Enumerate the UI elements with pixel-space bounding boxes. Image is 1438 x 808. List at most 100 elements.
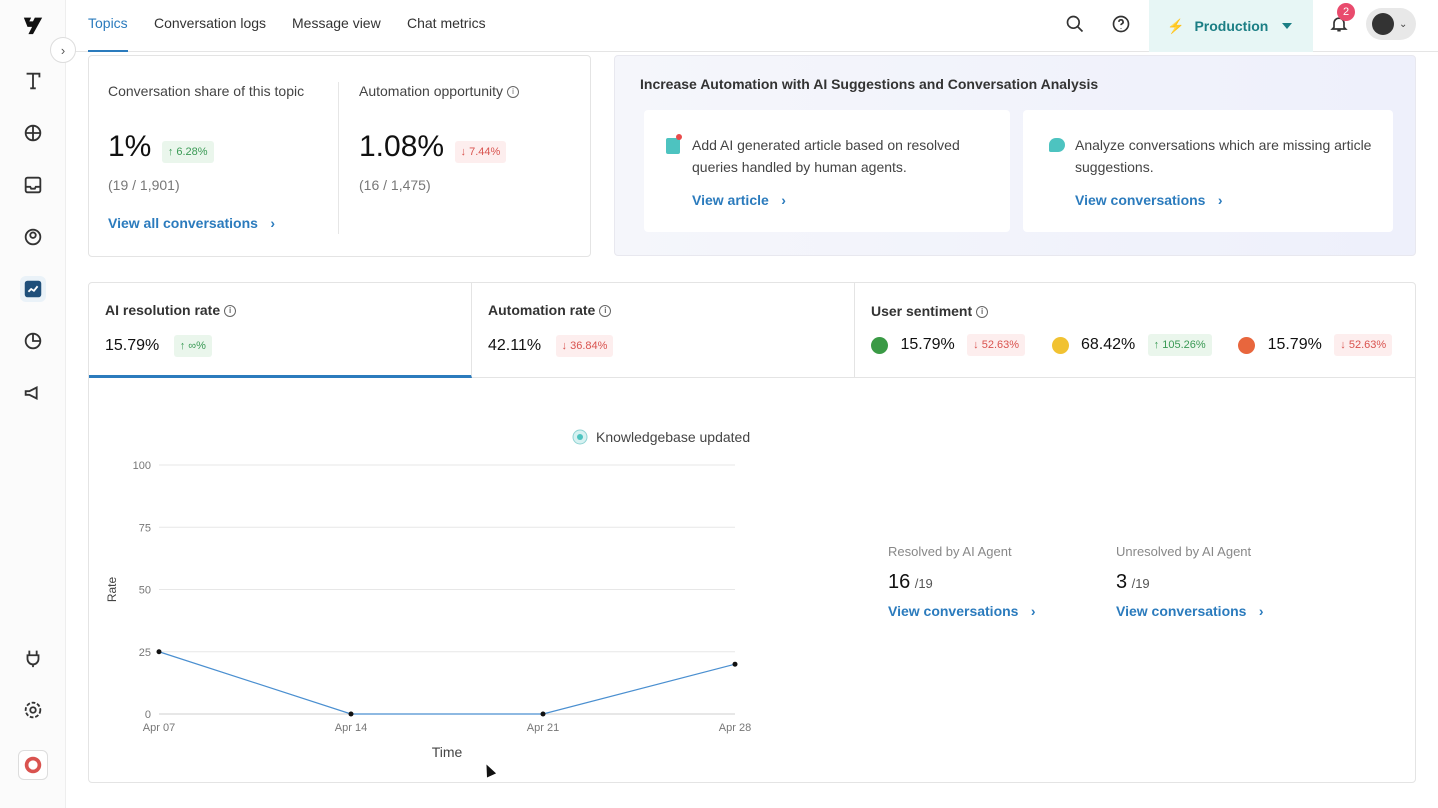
user-menu[interactable]: ⌄: [1366, 8, 1416, 40]
data-point: [156, 649, 162, 655]
sidebar-expand-button[interactable]: ›: [50, 37, 76, 63]
resolved-value: 16: [888, 571, 911, 593]
ai-resolution-value: 15.79%: [105, 337, 160, 355]
share-change-badge: ↑ 6.28%: [161, 140, 214, 163]
info-icon[interactable]: i: [599, 305, 612, 318]
help-icon[interactable]: [1109, 12, 1133, 36]
metrics-card: AI resolution rate i 15.79% ↑ ∞% Automati…: [88, 282, 1416, 783]
sentiment-neutral-change: ↑ 105.26%: [1147, 334, 1212, 356]
unresolved-value: 3: [1116, 571, 1128, 593]
share-value: 1%: [108, 130, 152, 163]
happy-face-icon: [871, 336, 888, 354]
suggestion-card-conversations: Analyze conversations which are missing …: [1023, 110, 1393, 232]
resolved-label: Resolved by AI Agent: [888, 544, 1012, 559]
sentiment-row: 15.79% ↓ 52.63% 68.42% ↑ 105.26% 15.79% …: [871, 334, 1393, 356]
user-sentiment-label: User sentiment: [871, 303, 973, 319]
y-axis-label: Rate: [105, 577, 119, 603]
y-tick-label: 50: [139, 585, 151, 597]
plug-icon[interactable]: [20, 645, 46, 671]
chevron-right-icon: ›: [270, 215, 276, 231]
sentiment-negative-change: ↓ 52.63%: [1334, 334, 1393, 356]
suggestion-text: Add AI generated article based on resolv…: [692, 137, 960, 175]
settings-gear-icon[interactable]: [20, 697, 46, 723]
search-icon[interactable]: [1063, 12, 1087, 36]
avatar: [1372, 13, 1394, 35]
info-icon[interactable]: i: [224, 305, 237, 318]
legend-marker-dot: [577, 434, 583, 440]
y-tick-label: 25: [139, 647, 151, 659]
series-line: [158, 651, 736, 715]
x-tick-label: Apr 28: [719, 722, 751, 734]
pie-chart-icon[interactable]: [20, 328, 46, 354]
topic-summary-card: Conversation share of this topic 1% ↑ 6.…: [88, 55, 591, 257]
legend-label: Knowledgebase updated: [596, 429, 750, 445]
info-icon[interactable]: i: [976, 306, 989, 319]
view-article-link[interactable]: View article ›: [692, 192, 786, 208]
automation-rate-value: 42.11%: [488, 337, 542, 355]
y-tick-label: 0: [145, 709, 151, 721]
inbox-icon[interactable]: [20, 172, 46, 198]
share-value-row: 1% ↑ 6.28%: [108, 130, 214, 164]
suggestion-card-article: Add AI generated article based on resolv…: [644, 110, 1010, 232]
logo-icon[interactable]: [20, 12, 46, 38]
data-point: [540, 711, 546, 717]
megaphone-icon[interactable]: [20, 380, 46, 406]
divider: [338, 82, 339, 234]
x-tick-label: Apr 07: [143, 722, 175, 734]
tab-chat-metrics[interactable]: Chat metrics: [407, 15, 486, 31]
sentiment-positive-value: 15.79%: [900, 336, 955, 353]
share-ratio: (19 / 1,901): [108, 177, 180, 193]
environment-selector[interactable]: ⚡ Production: [1149, 0, 1313, 52]
unresolved-total: /19: [1131, 576, 1150, 591]
automation-change-badge: ↓ 7.44%: [454, 140, 507, 163]
chevron-right-icon: ›: [1217, 192, 1223, 208]
x-axis-label: Time: [432, 744, 463, 760]
tab-topics[interactable]: Topics: [88, 0, 128, 52]
view-conversations-link[interactable]: View conversations ›: [1075, 192, 1223, 208]
notification-badge: 2: [1337, 3, 1355, 21]
chevron-down-icon: [1282, 23, 1293, 29]
tab-automation-rate[interactable]: Automation rate i 42.11% ↓ 36.84%: [472, 283, 855, 378]
info-icon[interactable]: i: [506, 86, 519, 99]
ai-resolution-label: AI resolution rate: [105, 302, 221, 318]
user-profile-icon[interactable]: [20, 224, 46, 250]
ai-brain-icon[interactable]: [20, 120, 46, 146]
tab-ai-resolution-rate[interactable]: AI resolution rate i 15.79% ↑ ∞%: [89, 283, 472, 378]
x-tick-label: Apr 14: [335, 722, 367, 734]
tab-message-view[interactable]: Message view: [292, 15, 381, 31]
alert-dot-icon: [676, 134, 682, 140]
chevron-down-icon: ⌄: [1399, 18, 1408, 30]
automation-rate-change-badge: ↓ 36.84%: [555, 335, 614, 357]
article-icon: [666, 138, 680, 154]
ai-resolution-change-badge: ↑ ∞%: [173, 335, 212, 357]
angry-face-icon: [1238, 336, 1256, 354]
share-title: Conversation share of this topic: [108, 83, 305, 99]
chevron-right-icon: ›: [1030, 603, 1036, 619]
tab-conversation-logs[interactable]: Conversation logs: [154, 15, 267, 31]
sentiment-neutral-value: 68.42%: [1080, 336, 1136, 353]
view-all-conversations-link[interactable]: View all conversations ›: [108, 215, 276, 231]
workspace-avatar-icon[interactable]: [18, 750, 48, 780]
divider: [89, 377, 1415, 378]
automation-ratio: (16 / 1,475): [359, 177, 431, 193]
builder-icon[interactable]: [20, 68, 46, 94]
resolved-summary: Resolved by AI Agent 16 /19 View convers…: [888, 544, 1036, 621]
data-point: [732, 661, 738, 667]
tab-user-sentiment[interactable]: User sentiment i 15.79% ↓ 52.63% 68.42% ↑…: [855, 283, 1415, 378]
view-resolved-conversations-link[interactable]: View conversations ›: [888, 603, 1036, 619]
automation-opportunity-value: 1.08%: [359, 130, 445, 163]
analytics-icon[interactable]: [20, 276, 46, 302]
y-tick-label: 75: [139, 522, 151, 534]
chat-bubble-icon: [1049, 138, 1065, 152]
view-unresolved-conversations-link[interactable]: View conversations ›: [1116, 603, 1264, 619]
suggestions-title: Increase Automation with AI Suggestions …: [640, 76, 1099, 92]
chevron-right-icon: ›: [1258, 603, 1264, 619]
resolved-total: /19: [914, 576, 933, 591]
data-point: [348, 711, 354, 717]
x-tick-label: Apr 21: [527, 722, 559, 734]
y-tick-label: 100: [133, 460, 151, 472]
automation-rate-label: Automation rate: [488, 302, 596, 318]
rate-line-chart: Knowledgebase updated 0 25 50 75 100 Apr 07 Apr…: [105, 429, 751, 760]
chevron-right-icon: ›: [781, 192, 786, 208]
automation-opportunity-title: Automation opportunity i: [359, 83, 519, 99]
